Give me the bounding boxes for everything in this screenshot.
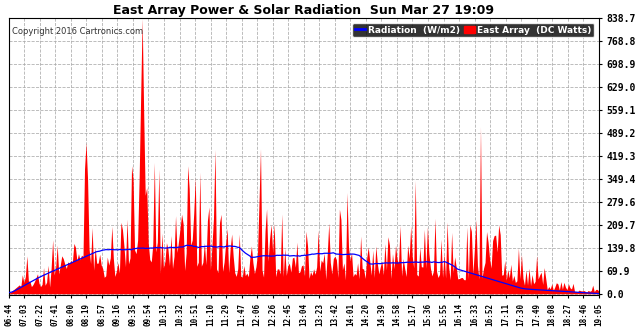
Title: East Array Power & Solar Radiation  Sun Mar 27 19:09: East Array Power & Solar Radiation Sun M… <box>113 4 494 17</box>
Legend: Radiation  (W/m2), East Array  (DC Watts): Radiation (W/m2), East Array (DC Watts) <box>352 23 595 37</box>
Text: Copyright 2016 Cartronics.com: Copyright 2016 Cartronics.com <box>12 27 143 36</box>
